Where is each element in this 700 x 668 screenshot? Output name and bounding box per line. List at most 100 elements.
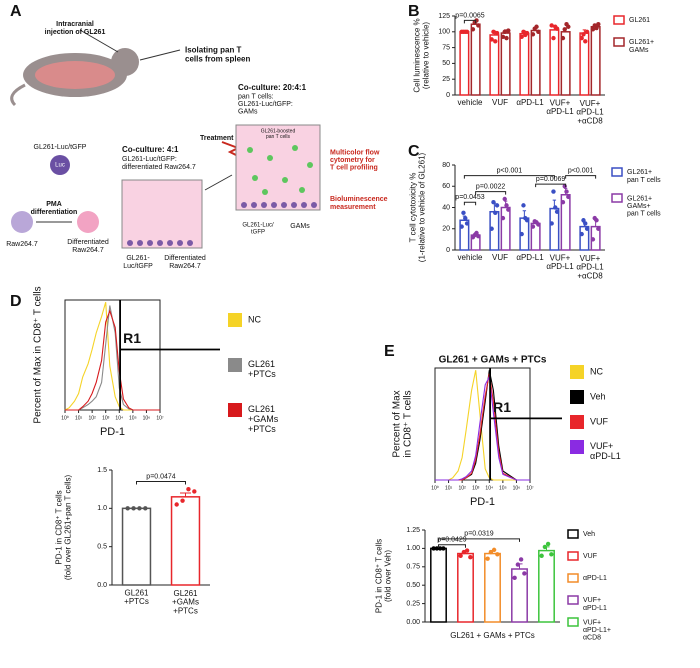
legend-swatch [228,358,242,372]
data-point [562,27,567,32]
text-line: VUF+ [590,441,613,451]
y-axis-label: Cell luminescence %(relative to vehicle) [413,18,431,92]
text-line: +GAMs [248,414,279,424]
label: GAMs [290,223,310,230]
data-point [549,23,554,28]
legend-label: VUF+ αPD-L1 [590,441,621,461]
data-point [518,557,524,562]
data-point [470,27,476,32]
data-point [474,230,479,236]
y-tick-label: 125 [438,13,450,20]
y-tick-label: 1.25 [406,527,420,534]
data-point [488,549,494,555]
data-point [431,546,436,551]
x-tick-label: 10² [459,485,467,491]
x-tick-label: 10⁰ [431,485,439,491]
p-value: p=0.0453 [455,194,484,201]
x-tick-label: vehicle [458,98,483,107]
p-value: p=0.0319 [464,531,493,538]
data-point [536,222,541,227]
legend-swatch [613,15,625,25]
data-point [476,233,481,239]
data-point [553,205,558,210]
text-line: GL261-Luc/ [242,222,274,228]
text-line: differentiated Raw264.7 [122,164,196,171]
text-line: +PTCs [248,369,276,379]
data-point [539,553,544,558]
panel-label: E [384,343,395,360]
y-axis-label: PD-1 in CD8⁺ T cells(fold over GL261+pan… [55,475,73,581]
y-tick-label: 1.5 [97,467,107,474]
text-line: αPD-L1+ [583,627,611,634]
text-line: GL261+ [627,195,652,202]
y-tick-label: 0.5 [97,544,107,551]
chart-title: GL261 + GAMs + PTCs [439,355,547,366]
data-point [125,506,130,511]
text-line: Luc/tGFP [123,263,153,270]
data-point [594,218,599,223]
text-line: pan T cells [627,177,661,184]
data-point [560,35,566,41]
label: Luc [55,163,65,169]
data-point [524,30,530,36]
cell [11,211,33,233]
plot-frame [434,367,531,481]
y-tick-label: 0.50 [406,582,420,589]
text-line: tGFP [251,229,265,235]
p-value: p<0.001 [497,167,523,174]
significance-bracket [438,538,520,542]
significance-bracket [463,201,477,206]
y-tick-label: 1.0 [97,505,107,512]
significance-bracket [463,19,477,24]
data-point [495,552,500,557]
text-line: VUF+ [580,99,601,108]
legend-swatch [567,551,579,561]
bar [519,32,530,96]
legend-label: Veh [583,531,595,538]
legend-label: VUF [590,416,609,426]
legend-label: αPD-L1 [583,575,607,582]
data-point [143,506,148,511]
legend-label: GL261+ pan T cells [627,169,661,184]
text-line: αPD-L1 [576,108,604,117]
data-point [441,546,446,551]
diagram: Intracranial injection of GL261 Isolating… [6,21,387,270]
x-tick-label: 10⁵ [499,485,507,491]
cell [77,211,99,233]
text-line: Intracranial [56,21,94,28]
x-tick-label: VUF+ αPD-L1 +αCD8 [576,99,604,126]
x-tick-label: GL261 +GAMs +PTCs [172,589,199,616]
data-point [583,221,588,226]
legend-swatch [611,193,623,203]
bar [459,31,470,96]
data-point [579,231,584,237]
data-point [461,210,466,216]
legend-swatch [567,617,579,627]
data-point [519,34,524,40]
label: Multicolor flow cytometry for T cell profi… [330,149,380,171]
panel-label: A [10,3,22,20]
text-line: GL261+ [627,169,652,176]
bar [590,25,601,96]
data-point [581,218,586,223]
legend-label: VUF [583,553,597,560]
cell [50,155,70,175]
data-point [522,571,527,576]
legend-swatch [567,573,579,583]
label: PMA differentiation [31,201,78,216]
text-line: +PTCs [124,597,149,606]
label: Co-culture: 4:1 [122,145,179,154]
x-tick-label: 10⁶ [513,485,521,491]
text-line: Differentiated [164,255,206,262]
x-tick-label: 10³ [472,485,480,491]
label: GL261-Luc/tGFP [34,144,87,151]
text-line: VUF+ [550,254,571,263]
bar [489,34,500,96]
text-line: cytometry for [330,157,375,164]
data-point [551,189,556,194]
bar [121,507,152,586]
data-point [534,24,539,29]
text-line: Cell luminescence % [413,18,422,92]
data-point [549,221,554,226]
legend-label: NC [248,314,261,324]
